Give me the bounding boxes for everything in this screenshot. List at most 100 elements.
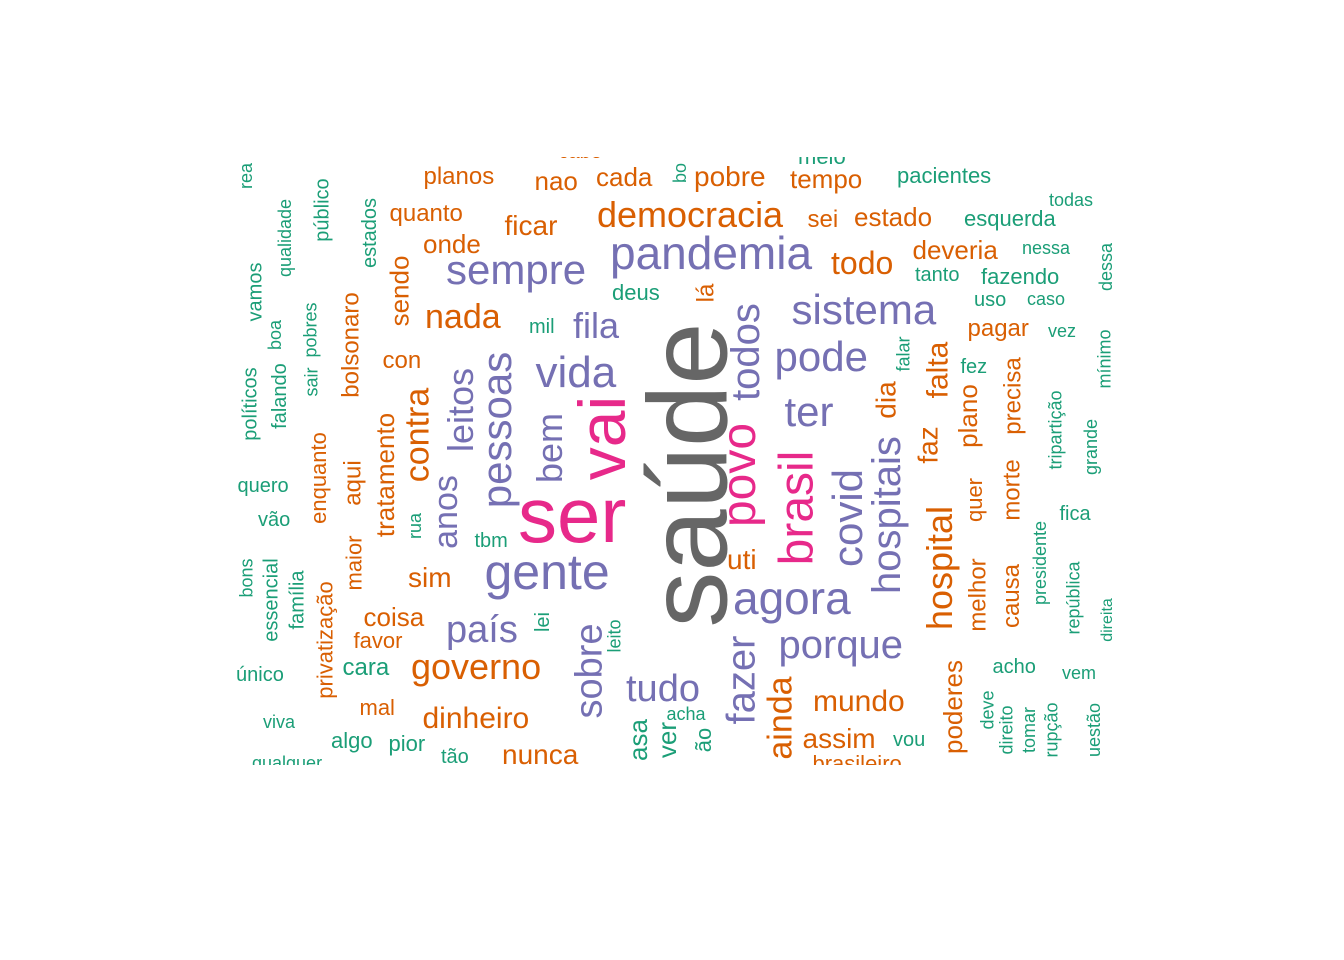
cloud-word-pobres: pobres [300,302,321,358]
cloud-word-essencial: essencial [260,558,283,642]
cloud-word-leito: leito [604,619,625,653]
cloud-word-mil: mil [529,316,555,338]
cloud-word-vou: vou [893,729,926,751]
cloud-word-ver: ver [652,721,683,759]
cloud-word-cada: cada [596,162,653,192]
cloud-word-bo: bo [670,162,691,184]
cloud-word-nessa: nessa [1022,238,1071,258]
cloud-word-republica: república [1063,561,1084,635]
cloud-word-hospital: hospital [919,505,961,631]
word-cloud: saúde ser vai povo brasil gente agora pandemia s… [230,157,1120,765]
cloud-word-privatizacao: privatização [312,581,338,699]
cloud-word-falar: falar [893,336,914,372]
cloud-word-melhor: melhor [964,558,992,632]
cloud-word-qualidade: qualidade [275,198,296,278]
cloud-word-anos: anos [426,475,465,549]
cloud-word-pessoas: pessoas [473,351,521,509]
cloud-word-ser: ser [518,471,627,559]
cloud-word-presidente: presidente [1030,520,1051,606]
cloud-word-bons: bons [236,558,257,598]
cloud-word-morte: morte [998,459,1026,521]
cloud-word-meio: meio [798,157,846,168]
cloud-word-pais: país [446,609,518,651]
cloud-word-rupcao: rupção [1041,702,1062,758]
cloud-word-estados: estados [359,197,382,269]
cloud-word-sim: sim [408,562,452,593]
cloud-word-poderes: poderes [937,660,968,754]
cloud-word-deve: deve [977,690,998,730]
cloud-word-sobre: sobre [568,623,611,719]
cloud-word-sistema: sistema [791,286,937,333]
cloud-word-viva: viva [263,712,296,732]
cloud-word-vem: vem [1062,663,1097,683]
cloud-word-todos: todos [723,303,768,401]
cloud-word-ter: ter [784,388,834,435]
cloud-word-porque: porque [778,623,904,667]
cloud-word-dia: dia [870,381,902,419]
cloud-word-covid: covid [824,468,872,568]
cloud-word-hospitais: hospitais [864,436,909,594]
cloud-word-con: con [382,347,422,374]
cloud-word-todas: todas [1049,190,1094,210]
cloud-word-contra: contra [397,387,436,483]
cloud-word-tbm: tbm [474,530,508,552]
cloud-word-acha: acha [666,704,706,724]
cloud-word-sei: sei [807,206,839,233]
cloud-word-publico: público [311,178,334,242]
cloud-word-tudo: tudo [626,668,700,710]
cloud-word-deveria: deveria [912,235,998,265]
cloud-word-falando: falando [268,363,291,429]
cloud-word-pacientes: pacientes [897,163,992,188]
cloud-word-asa: asa [622,719,653,761]
cloud-word-tratamento: tratamento [370,412,401,538]
cloud-word-maior: maior [341,535,367,591]
cloud-word-pagar: pagar [967,315,1029,342]
cloud-word-dinheiro: dinheiro [422,702,530,735]
cloud-word-tempo: tempo [790,164,863,194]
cloud-word-sendo: sendo [383,255,414,327]
cloud-word-fazer: fazer [718,635,763,725]
cloud-word-fazendo: fazendo [981,264,1060,289]
cloud-word-tanto: tanto [915,264,960,286]
cloud-word-direito: direito [996,705,1017,755]
cloud-word-brasileiro: brasileiro [812,751,902,766]
cloud-word-tomar: tomar [1019,706,1040,754]
cloud-word-algo: algo [331,728,373,753]
cloud-word-pandemia: pandemia [610,227,813,279]
cloud-word-leitos: leitos [440,367,482,453]
cloud-word-mal: mal [359,695,395,720]
cloud-word-nao: nao [534,166,578,196]
cloud-word-caso: caso [1027,289,1066,309]
cloud-word-esquerda: esquerda [964,206,1056,231]
cloud-word-nunca: nunca [502,739,579,766]
cloud-word-rua: rua [405,512,426,540]
cloud-word-dessa: dessa [1096,242,1117,292]
cloud-word-bolsonaro: bolsonaro [337,292,365,398]
cloud-word-rea: rea [236,162,257,190]
cloud-word-cara: cara [342,654,390,681]
cloud-word-gente: gente [484,544,610,600]
cloud-word-governo: governo [411,646,542,687]
cloud-word-povo: povo [713,422,767,528]
cloud-word-fez: fez [960,356,988,378]
cloud-word-vida: vida [535,348,617,397]
cloud-word-cabe: cabe [559,157,602,162]
cloud-word-falta: falta [920,341,954,399]
cloud-word-nada: nada [425,298,501,336]
cloud-word-precisa: precisa [999,357,1027,435]
cloud-word-unico: único [236,664,284,686]
cloud-word-uso: uso [974,289,1007,311]
cloud-word-quer: quer [962,477,988,523]
cloud-word-agora: agora [733,572,851,624]
cloud-word-quanto: quanto [389,200,463,227]
cloud-word-aqui: aqui [339,460,367,506]
cloud-word-pior: pior [388,731,426,756]
cloud-word-minimo: mínimo [1094,329,1115,389]
cloud-word-politicos: políticos [239,367,262,441]
cloud-word-favor: favor [353,628,403,653]
cloud-word-enquanto: enquanto [305,432,331,524]
cloud-word-planos: planos [423,163,495,190]
cloud-word-vao: vão [258,509,291,531]
cloud-word-mundo: mundo [813,685,905,718]
cloud-word-ficar: ficar [504,210,558,241]
